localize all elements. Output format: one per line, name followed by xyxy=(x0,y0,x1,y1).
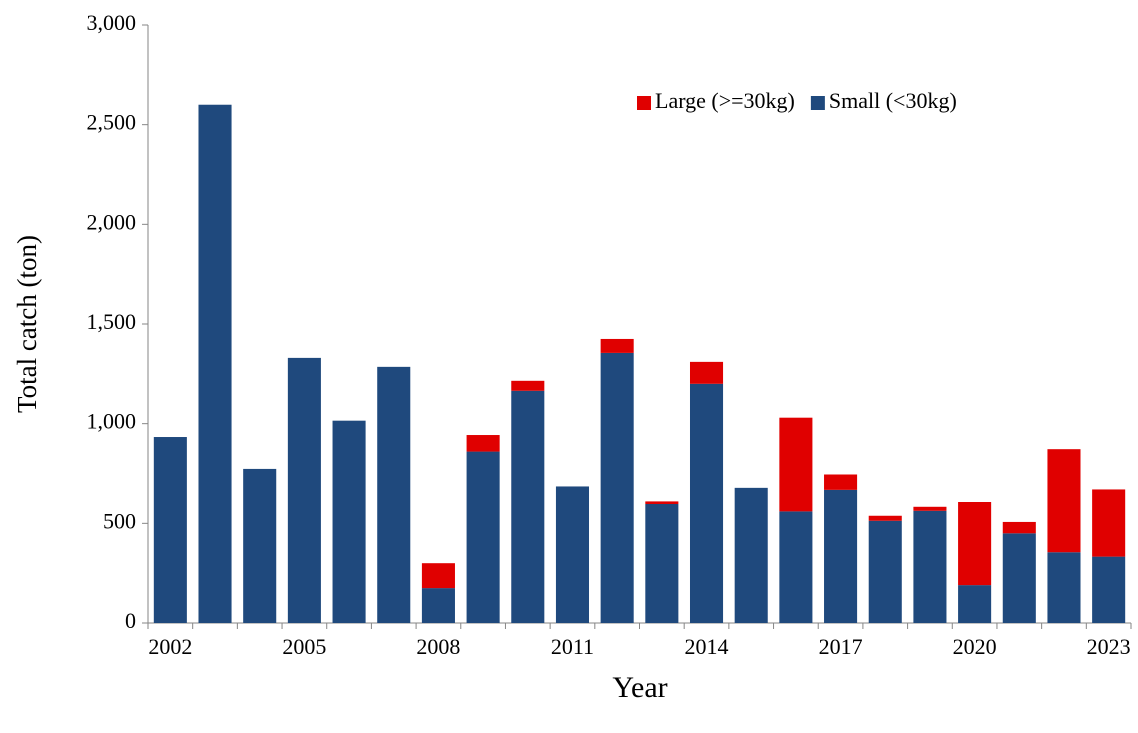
bar-segment xyxy=(600,352,634,623)
legend-label: Small (<30kg) xyxy=(829,88,957,113)
x-tick-label: 2008 xyxy=(416,634,460,659)
bar-segment xyxy=(958,502,992,586)
bar-segment xyxy=(511,380,545,391)
y-axis-title: Total catch (ton) xyxy=(12,235,42,413)
bar-segment xyxy=(1092,489,1126,557)
bar-segment xyxy=(958,585,992,623)
bar-segment xyxy=(1002,521,1036,534)
legend-swatch xyxy=(637,96,651,110)
bar-segment xyxy=(645,501,679,504)
bar-segment xyxy=(913,506,947,511)
legend-label: Large (>=30kg) xyxy=(655,88,795,113)
bar-segment xyxy=(913,510,947,623)
bar-segment xyxy=(555,486,590,623)
bar-segment xyxy=(153,437,187,623)
y-tick-label: 2,000 xyxy=(87,209,137,234)
bar-segment xyxy=(1092,556,1126,623)
y-tick-label: 0 xyxy=(125,608,136,633)
x-axis-title: Year xyxy=(612,671,667,704)
bar-segment xyxy=(689,361,724,384)
x-tick-label: 2020 xyxy=(953,634,997,659)
bar-segment xyxy=(689,383,724,623)
bar-segment xyxy=(868,520,902,623)
y-tick-label: 3,000 xyxy=(87,10,137,35)
bar-segment xyxy=(1047,552,1081,623)
bar-segment xyxy=(511,390,545,623)
x-tick-label: 2014 xyxy=(685,634,729,659)
x-tick-label: 2005 xyxy=(282,634,326,659)
bar-segment xyxy=(466,451,500,623)
bar-segment xyxy=(824,489,858,623)
y-tick-label: 1,500 xyxy=(87,309,137,334)
bar-segment xyxy=(645,503,679,623)
bar-segment xyxy=(824,474,858,490)
bar-segment xyxy=(421,563,455,589)
bar-segment xyxy=(421,588,455,623)
bar-segment xyxy=(332,420,366,623)
y-tick-label: 1,000 xyxy=(87,409,137,434)
bar-segment xyxy=(377,366,411,623)
x-tick-label: 2023 xyxy=(1087,634,1131,659)
y-tick-label: 2,500 xyxy=(87,110,137,135)
x-tick-label: 2017 xyxy=(819,634,863,659)
bar-segment xyxy=(600,338,634,353)
bar-segment xyxy=(779,417,813,512)
bar-segment xyxy=(243,468,277,623)
bar-segment xyxy=(779,511,813,623)
bar-segment xyxy=(1002,533,1036,623)
x-tick-label: 2011 xyxy=(551,634,594,659)
bar-segment xyxy=(198,104,232,623)
legend-swatch xyxy=(810,96,825,110)
bar-segment xyxy=(287,357,321,623)
bar-segment xyxy=(466,435,500,452)
y-tick-label: 500 xyxy=(103,508,136,533)
x-tick-label: 2002 xyxy=(148,634,192,659)
bar-segment xyxy=(868,515,902,521)
bar-segment xyxy=(734,487,768,623)
bar-segment xyxy=(1047,449,1081,553)
